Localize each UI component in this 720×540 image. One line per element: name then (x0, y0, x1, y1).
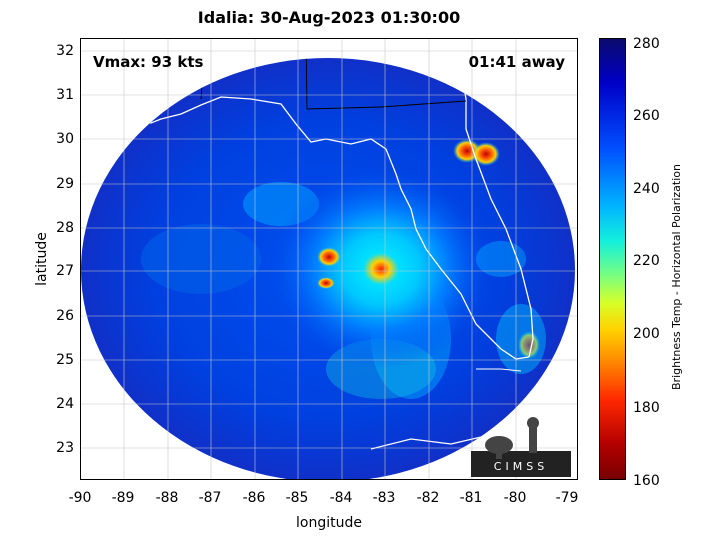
x-tick: -81 (460, 490, 483, 506)
y-tick: 31 (56, 87, 74, 103)
colorbar-tick: 180 (633, 400, 660, 416)
y-tick: 26 (56, 308, 74, 324)
y-tick: 27 (56, 263, 74, 279)
x-tick: -86 (243, 490, 266, 506)
y-ticks: 23 24 25 26 27 28 29 30 31 32 (56, 43, 74, 456)
colorbar-tick: 280 (633, 36, 660, 52)
x-axis-label: longitude (296, 515, 362, 531)
time-away-label: 01:41 away (468, 53, 565, 71)
colorbar-tick: 220 (633, 253, 660, 269)
cimss-logo: CIMSS (471, 417, 571, 477)
x-tick: -83 (373, 490, 396, 506)
y-axis-label: latitude (34, 232, 50, 286)
x-tick: -87 (199, 490, 222, 506)
y-tick: 25 (56, 352, 74, 368)
x-tick: -79 (556, 490, 579, 506)
x-tick: -90 (69, 490, 92, 506)
colorbar-ticks: 280 260 240 220 200 180 160 (633, 36, 660, 489)
x-tick: -85 (286, 490, 309, 506)
brightness-temperature-map (81, 39, 577, 479)
x-tick: -84 (330, 490, 353, 506)
colorbar-tick: 240 (633, 181, 660, 197)
hurricane-eye-region (271, 169, 491, 369)
map-panel: Vmax: 93 kts 01:41 away CIMSS (80, 38, 578, 480)
cimss-logo-text: CIMSS (494, 460, 548, 473)
grid (81, 39, 577, 479)
y-tick: 32 (56, 43, 74, 59)
colorbar-tick: 160 (633, 473, 660, 489)
y-tick: 29 (56, 176, 74, 192)
y-tick: 24 (56, 396, 74, 412)
x-ticks: -90 -89 -88 -87 -86 -85 -84 -83 -82 -81 … (69, 490, 579, 506)
colorbar-label: Brightness Temp - Horizontal Polarizatio… (670, 164, 683, 390)
vmax-label: Vmax: 93 kts (93, 53, 204, 71)
x-tick: -88 (156, 490, 179, 506)
colorbar-tick: 200 (633, 326, 660, 342)
x-tick: -82 (417, 490, 440, 506)
x-tick: -80 (504, 490, 527, 506)
page-title: Idalia: 30-Aug-2023 01:30:00 (197, 8, 461, 27)
colorbar (599, 38, 626, 480)
x-tick: -89 (112, 490, 135, 506)
y-tick: 23 (56, 440, 74, 456)
y-tick: 28 (56, 220, 74, 236)
y-tick: 30 (56, 131, 74, 147)
colorbar-tick: 260 (633, 108, 660, 124)
